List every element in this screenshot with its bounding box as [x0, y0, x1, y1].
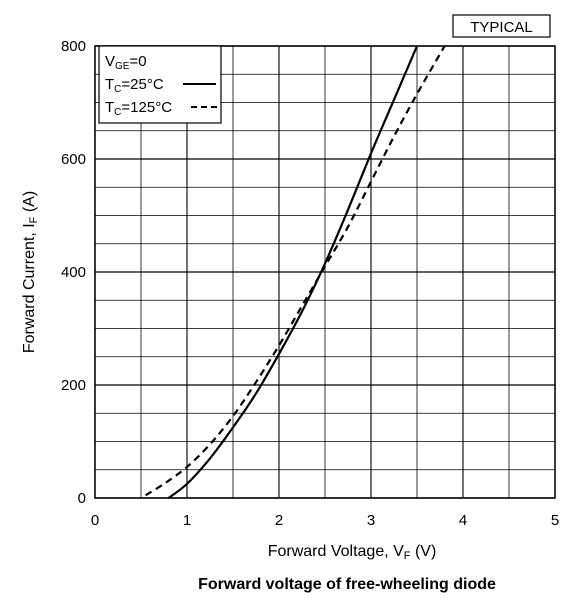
series-layer — [145, 45, 446, 499]
typical-badge-box — [452, 14, 551, 38]
plot-border — [94, 45, 556, 499]
chart-title: Forward voltage of free-wheeling diode — [198, 576, 496, 593]
legend-label-125c: TC=125°C — [105, 99, 172, 118]
legend-condition: VGE=0 — [105, 53, 147, 72]
y-tick-label: 400 — [61, 264, 86, 281]
x-tick-label: 0 — [91, 512, 99, 529]
x-tick-label: 2 — [275, 512, 283, 529]
typical-badge: TYPICAL — [452, 14, 551, 38]
x-tick-label: 1 — [183, 512, 191, 529]
y-tick-label: 600 — [61, 151, 86, 168]
x-tick-label: 5 — [551, 512, 559, 529]
tick-labels: 0 1 2 3 4 5 0 200 400 600 800 — [61, 38, 559, 529]
y-axis-label: Forward Current, IF (A) — [21, 191, 40, 353]
legend-label-25c: TC=25°C — [105, 76, 164, 95]
x-axis-label: Forward Voltage, VF (V) — [268, 543, 437, 562]
series-line-tc25 — [167, 45, 419, 499]
y-tick-label: 0 — [78, 490, 86, 507]
plot-frame — [94, 45, 556, 499]
y-tick-label: 200 — [61, 377, 86, 394]
series-line-tc125 — [145, 45, 446, 497]
x-tick-label: 3 — [367, 512, 375, 529]
legend: VGE=0 TC=25°C TC=125°C — [98, 45, 222, 124]
typical-badge-text: TYPICAL — [470, 19, 533, 36]
y-tick-label: 800 — [61, 38, 86, 55]
x-tick-label: 4 — [459, 512, 467, 529]
